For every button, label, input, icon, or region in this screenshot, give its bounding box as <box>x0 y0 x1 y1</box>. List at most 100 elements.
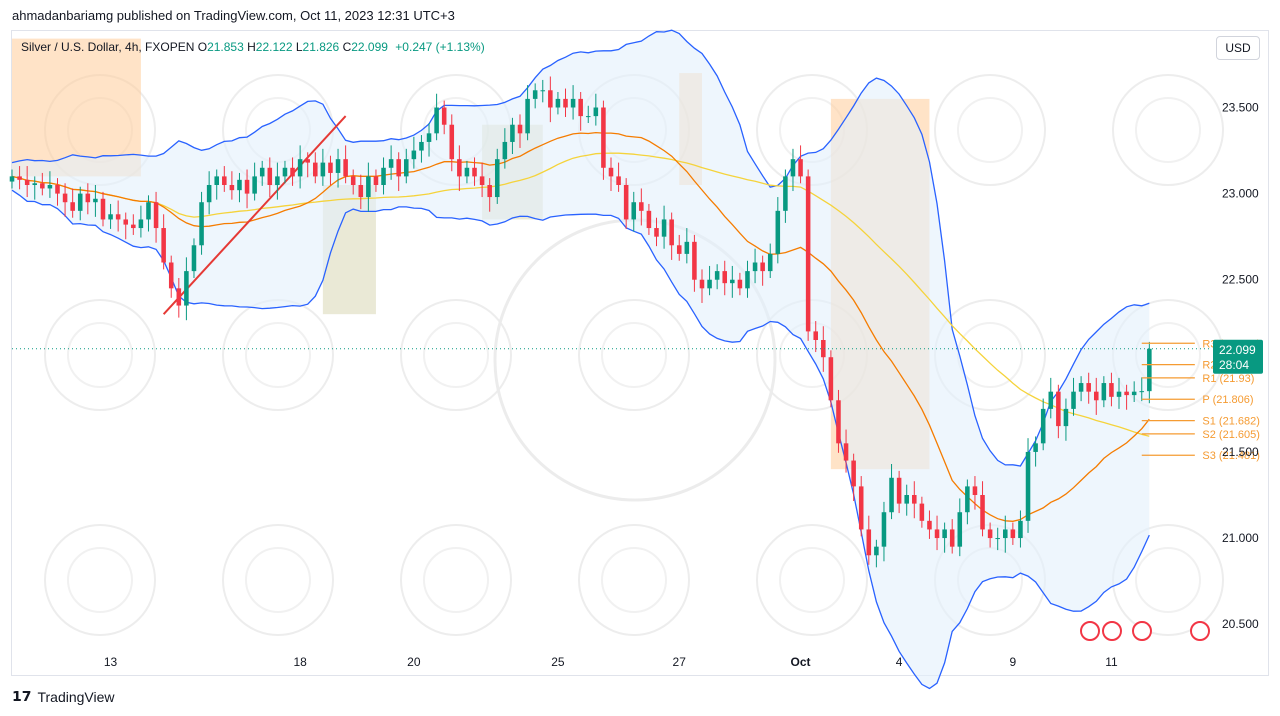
candle-body <box>843 443 849 461</box>
candle-body <box>1033 443 1038 452</box>
watermark-ring <box>578 299 690 411</box>
candle-body <box>47 185 53 189</box>
candle-body <box>1109 383 1114 397</box>
x-tick-label: 9 <box>1010 655 1017 669</box>
candle-body <box>343 159 348 177</box>
candle-body <box>525 98 530 134</box>
candle-body <box>669 219 674 246</box>
pivot-label-p: P (21.806) <box>1202 394 1253 406</box>
candle-body <box>176 288 182 306</box>
candle-body <box>676 245 682 254</box>
candle-body <box>411 150 417 160</box>
price-badge-countdown: 28:04 <box>1219 358 1249 372</box>
candle-body <box>866 529 872 556</box>
candle-body <box>616 176 621 185</box>
candle-body <box>904 495 909 504</box>
candle-body <box>388 159 394 168</box>
close-value: 22.099 <box>351 40 388 54</box>
candle-body <box>813 331 818 340</box>
candle-body <box>684 241 690 254</box>
candle-body <box>184 271 189 306</box>
candle-body <box>108 214 113 220</box>
candle-body <box>1071 391 1076 409</box>
candle-body <box>320 162 326 177</box>
watermark-ring-inner <box>245 547 311 613</box>
candle-body <box>1048 391 1054 409</box>
highlight-zone <box>12 38 141 177</box>
candle-body <box>828 357 834 401</box>
candle-body <box>851 460 856 487</box>
candle-body <box>836 400 841 444</box>
candles <box>9 76 1152 568</box>
candle-body <box>646 210 652 229</box>
candle-body <box>1124 391 1129 396</box>
y-tick-label: 20.500 <box>1222 617 1259 631</box>
watermark-ring <box>222 524 334 636</box>
candle-body <box>661 219 667 237</box>
candle-body <box>123 219 129 225</box>
candle-body <box>404 159 409 177</box>
candle-body <box>1139 391 1145 393</box>
candle-body <box>24 179 30 185</box>
candle-body <box>517 124 523 134</box>
candle-body <box>381 167 386 185</box>
candle-body <box>601 107 606 168</box>
y-tick-label: 23.500 <box>1222 101 1259 115</box>
x-tick-label: 27 <box>673 655 687 669</box>
candle-body <box>222 176 227 185</box>
high-key: H <box>247 40 256 54</box>
candle-body <box>206 185 212 203</box>
candle-body <box>1018 520 1023 539</box>
candle-body <box>229 185 235 191</box>
candle-body <box>737 279 743 289</box>
candle-body <box>767 253 773 272</box>
candle-body <box>1093 391 1099 401</box>
candle-body <box>168 262 174 289</box>
close-key: C <box>342 40 352 54</box>
watermark-ring <box>44 524 156 636</box>
candle-body <box>942 529 947 539</box>
candle-body <box>199 202 204 246</box>
x-tick-label: 11 <box>1105 655 1118 669</box>
candle-body <box>85 193 91 203</box>
candle-body <box>138 219 144 229</box>
candle-body <box>714 271 720 280</box>
candle-body <box>1078 383 1084 392</box>
candle-body <box>434 107 439 134</box>
footer-brand[interactable]: 𝟭𝟳 TradingView <box>12 688 115 705</box>
watermark-ring-inner <box>423 547 489 613</box>
candle-body <box>131 224 136 229</box>
candle-body <box>70 202 75 211</box>
candle-body <box>821 340 826 358</box>
candle-body <box>783 176 788 211</box>
candle-body <box>17 176 22 180</box>
candle-body <box>934 529 940 539</box>
candle-body <box>494 159 500 198</box>
watermark-ring-inner <box>601 322 667 388</box>
currency-button[interactable]: USD <box>1216 36 1260 60</box>
candle-body <box>972 486 978 495</box>
candle-body <box>32 183 38 185</box>
candle-body <box>995 538 1000 540</box>
candle-body <box>1010 529 1016 539</box>
candle-body <box>790 159 796 177</box>
candle-body <box>965 486 970 513</box>
y-tick-label: 23.000 <box>1222 187 1259 201</box>
candle-body <box>100 198 106 220</box>
watermark-ring-inner <box>957 97 1023 163</box>
symbol-name: Silver / U.S. Dollar, 4h, FXOPEN <box>21 40 195 54</box>
y-tick-label: 21.000 <box>1222 531 1259 545</box>
candle-body <box>987 529 993 539</box>
candle-body <box>570 98 576 108</box>
x-tick-label: 25 <box>551 655 565 669</box>
candle-body <box>472 167 477 177</box>
flag-icon <box>1080 621 1100 641</box>
candle-body <box>548 90 553 108</box>
candle-body <box>585 116 591 118</box>
pivot-label-s1: S1 (21.682) <box>1202 416 1259 428</box>
candle-body <box>805 176 811 332</box>
change-value: +0.247 (+1.13%) <box>395 40 485 54</box>
candle-body <box>237 179 242 191</box>
watermark-ring-inner <box>1135 547 1201 613</box>
